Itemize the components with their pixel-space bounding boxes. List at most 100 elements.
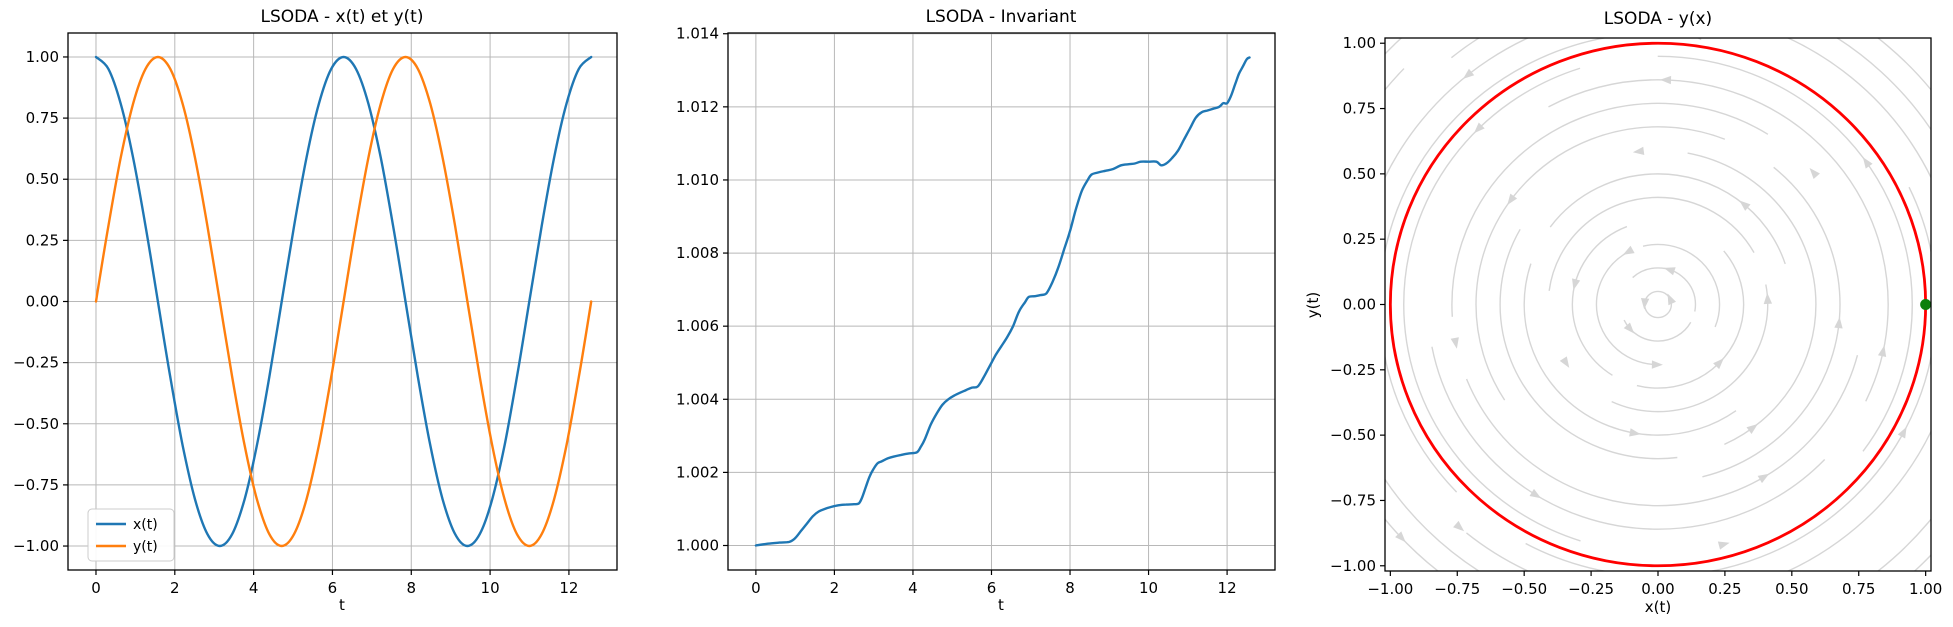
y-tick-label: 1.00	[26, 48, 59, 66]
stream-ring	[1451, 102, 1865, 507]
stream-arrow-icon	[1651, 360, 1663, 369]
stream-ring	[1385, 38, 1931, 571]
series-line-invariant	[754, 56, 1251, 547]
stream-arrow-icon	[1660, 75, 1672, 85]
legend: x(t) y(t)	[87, 508, 175, 562]
legend-box	[87, 508, 175, 562]
series-line-xt	[94, 55, 593, 548]
plot-area	[1300, 7, 1953, 627]
stream-arrow-icon	[1529, 488, 1542, 499]
stream-ring	[1643, 290, 1673, 319]
plot-phase-ylabel: y(t)	[1304, 292, 1322, 318]
stream-arrow-icon	[1623, 322, 1635, 334]
y-tick-label: 1.002	[676, 463, 719, 481]
y-tick-label: −1.00	[1330, 557, 1376, 575]
y-tick-label: −0.25	[13, 354, 59, 372]
stream-arrow-icon	[1809, 167, 1820, 180]
x-tick-label: 8	[1065, 579, 1075, 597]
plot-phase-xlabel: x(t)	[1645, 598, 1671, 616]
x-tick-label: 0.75	[1842, 580, 1875, 598]
stream-ring	[1547, 196, 1769, 413]
y-tick-label: −0.75	[13, 476, 59, 494]
x-axis-ticks: 0 2 4 6 8 10 12	[91, 570, 578, 597]
plot-area	[94, 55, 593, 548]
stream-arrow-icon	[1375, 309, 1384, 320]
y-tick-label: −0.25	[1330, 361, 1376, 379]
stream-arrow-icon	[1328, 277, 1337, 289]
stream-arrow-icon	[1784, 7, 1797, 19]
y-tick-label: 0.75	[1343, 100, 1376, 118]
y-tick-label: −1.00	[13, 537, 59, 555]
x-tick-label: 12	[1218, 579, 1237, 597]
x-tick-label: 0.50	[1775, 580, 1808, 598]
plot-invariant: 0 2 4 6 8 10 121.0001.0021.0041.0061.0081.0101…	[676, 25, 1276, 597]
x-tick-label: 6	[328, 579, 338, 597]
plot-phase-portrait: −1.00 −0.75 −0.50 −0.25 0.00 0.25 0.50 0.75 1.00…	[1300, 7, 1953, 627]
stream-arrow-icon	[1663, 267, 1676, 276]
stream-arrow-icon	[1463, 68, 1475, 79]
stream-arrow-icon	[1507, 193, 1518, 205]
stream-arrow-icon	[1453, 520, 1465, 532]
stream-arrow-icon	[1834, 317, 1843, 329]
y-axis-ticks: 1.00 0.75 0.50 0.25 0.00 −0.25 −0.50 −0.75 −1.00	[1330, 34, 1385, 575]
y-tick-label: 1.006	[676, 317, 719, 335]
y-tick-label: 1.014	[676, 25, 719, 43]
y-tick-label: 1.00	[1343, 34, 1376, 52]
stream-arrow-icon	[1739, 200, 1751, 211]
stream-ring	[1403, 55, 1913, 554]
y-tick-label: −0.75	[1330, 491, 1376, 509]
stream-arrow-icon	[1746, 423, 1758, 434]
stream-ring	[1499, 149, 1817, 460]
x-axis-ticks: 0 2 4 6 8 10 12	[751, 570, 1237, 597]
y-tick-label: 0.75	[26, 109, 59, 127]
stream-ring	[1619, 267, 1697, 342]
stream-ring	[1475, 126, 1841, 483]
stream-arrow-icon	[1395, 531, 1406, 543]
y-tick-label: 0.25	[26, 231, 59, 249]
stream-arrow-icon	[1473, 122, 1485, 134]
plot-timeseries: 0 2 4 6 8 10 12 1.00 0.75 0.50 0.25 0.00 −0.25 −0.50 −…	[13, 32, 618, 597]
grid-lines	[68, 33, 617, 570]
y-tick-label: 0.00	[26, 293, 59, 311]
y-tick-label: 0.50	[26, 170, 59, 188]
y-tick-label: 0.25	[1343, 230, 1376, 248]
plot-phase-title: LSODA - y(x)	[1604, 9, 1712, 29]
stream-arrow-icon	[1897, 426, 1907, 439]
y-tick-label: 1.000	[676, 537, 719, 555]
y-tick-label: −0.50	[1330, 426, 1376, 444]
stream-arrow-icon	[1932, 503, 1945, 517]
stream-ring	[1523, 173, 1793, 436]
stream-arrow-icon	[1687, 617, 1699, 627]
x-tick-label: 8	[406, 579, 416, 597]
plot-invariant-xlabel: t	[998, 596, 1004, 614]
stream-ring	[1385, 38, 1931, 571]
stream-arrow-icon	[1713, 358, 1724, 370]
stream-arrow-icon	[1757, 473, 1770, 484]
x-tick-label: 0	[91, 579, 101, 597]
stream-ring	[1571, 220, 1745, 389]
y-tick-label: 1.012	[676, 98, 719, 116]
stream-arrow-icon	[1300, 173, 1312, 186]
y-tick-label: −0.50	[13, 415, 59, 433]
stream-arrow-icon	[1943, 563, 1953, 577]
y-tick-label: 1.004	[676, 390, 719, 408]
plot-invariant-title: LSODA - Invariant	[926, 7, 1077, 27]
stream-arrow-icon	[1717, 541, 1730, 550]
start-point-marker	[1920, 299, 1931, 310]
legend-entry-label: x(t)	[133, 517, 158, 533]
y-axis-ticks: 1.00 0.75 0.50 0.25 0.00 −0.25 −0.50 −0.75 −1.00	[13, 48, 68, 555]
x-tick-label: −0.25	[1568, 580, 1614, 598]
x-tick-label: 6	[987, 579, 997, 597]
stream-arrow-icon	[1877, 345, 1887, 357]
axes-spines	[727, 32, 1276, 571]
stream-arrow-icon	[1640, 298, 1650, 310]
y-tick-label: 0.00	[1343, 296, 1376, 314]
axes-spines	[1384, 37, 1932, 572]
stream-arrow-icon	[1632, 146, 1645, 156]
stream-arrow-icon	[1938, 201, 1950, 214]
stream-arrow-icon	[1862, 157, 1873, 169]
stream-arrow-icon	[1622, 245, 1635, 255]
stream-arrow-icon	[1559, 356, 1570, 368]
